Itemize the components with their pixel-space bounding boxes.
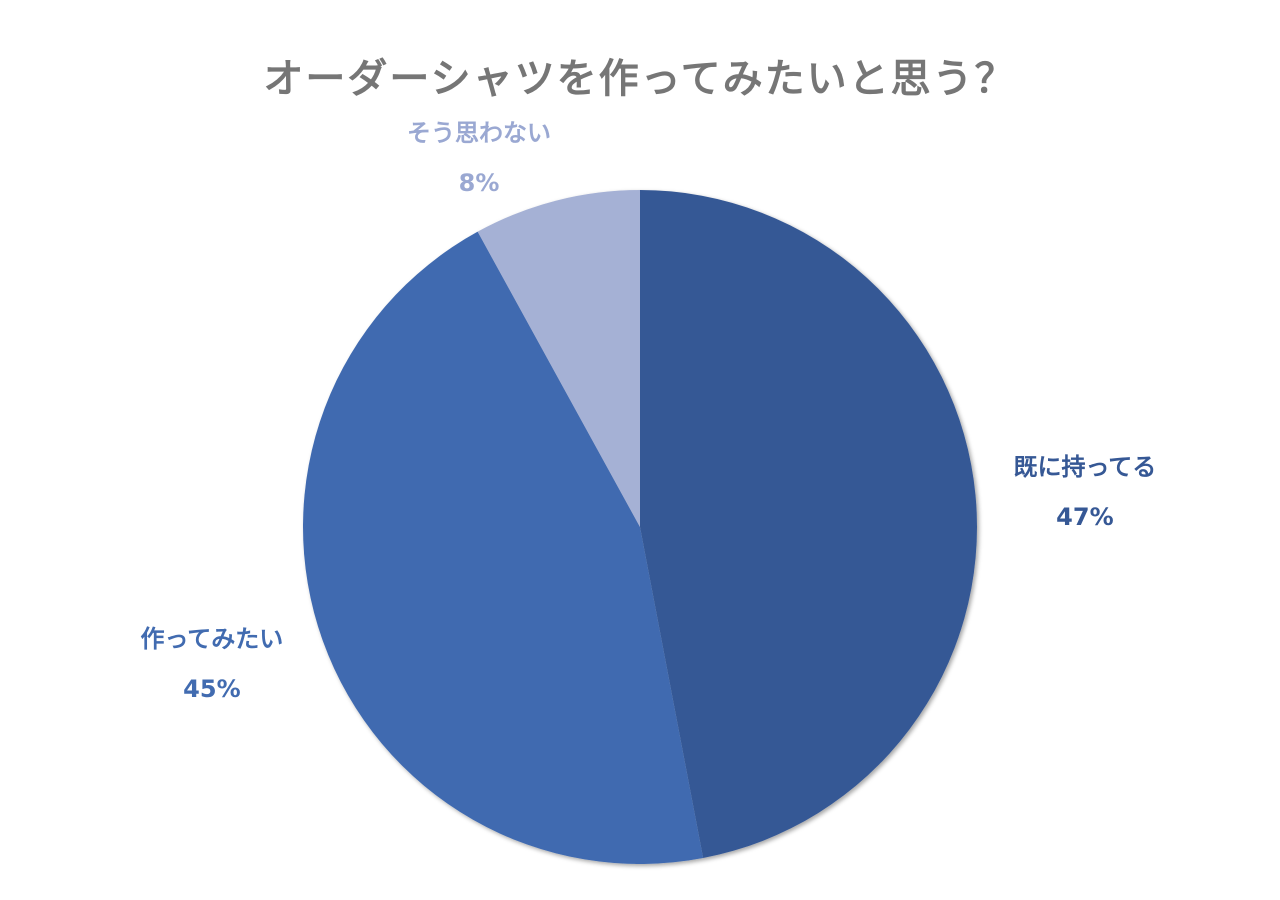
slice-value-label: 47% (1056, 503, 1114, 531)
slice-category-label: そう思わない (407, 119, 551, 147)
pie-slice-already-own (640, 190, 978, 859)
slice-category-label: 作ってみたい (140, 625, 284, 653)
slice-label-want-to-try: 作ってみたい 45% (141, 614, 284, 714)
slice-value-label: 45% (183, 675, 241, 703)
slice-category-label: 既に持ってる (1013, 453, 1157, 481)
pie-slice-want-to-try (302, 231, 704, 865)
pie-slice-disagree (477, 190, 640, 527)
slice-label-already-own: 既に持ってる 47% (1014, 442, 1157, 542)
chart-title: オーダーシャツを作ってみたいと思う？ (263, 56, 1017, 102)
slice-label-disagree: そう思わない 8% (407, 108, 551, 208)
slice-value-label: 8% (458, 169, 500, 197)
